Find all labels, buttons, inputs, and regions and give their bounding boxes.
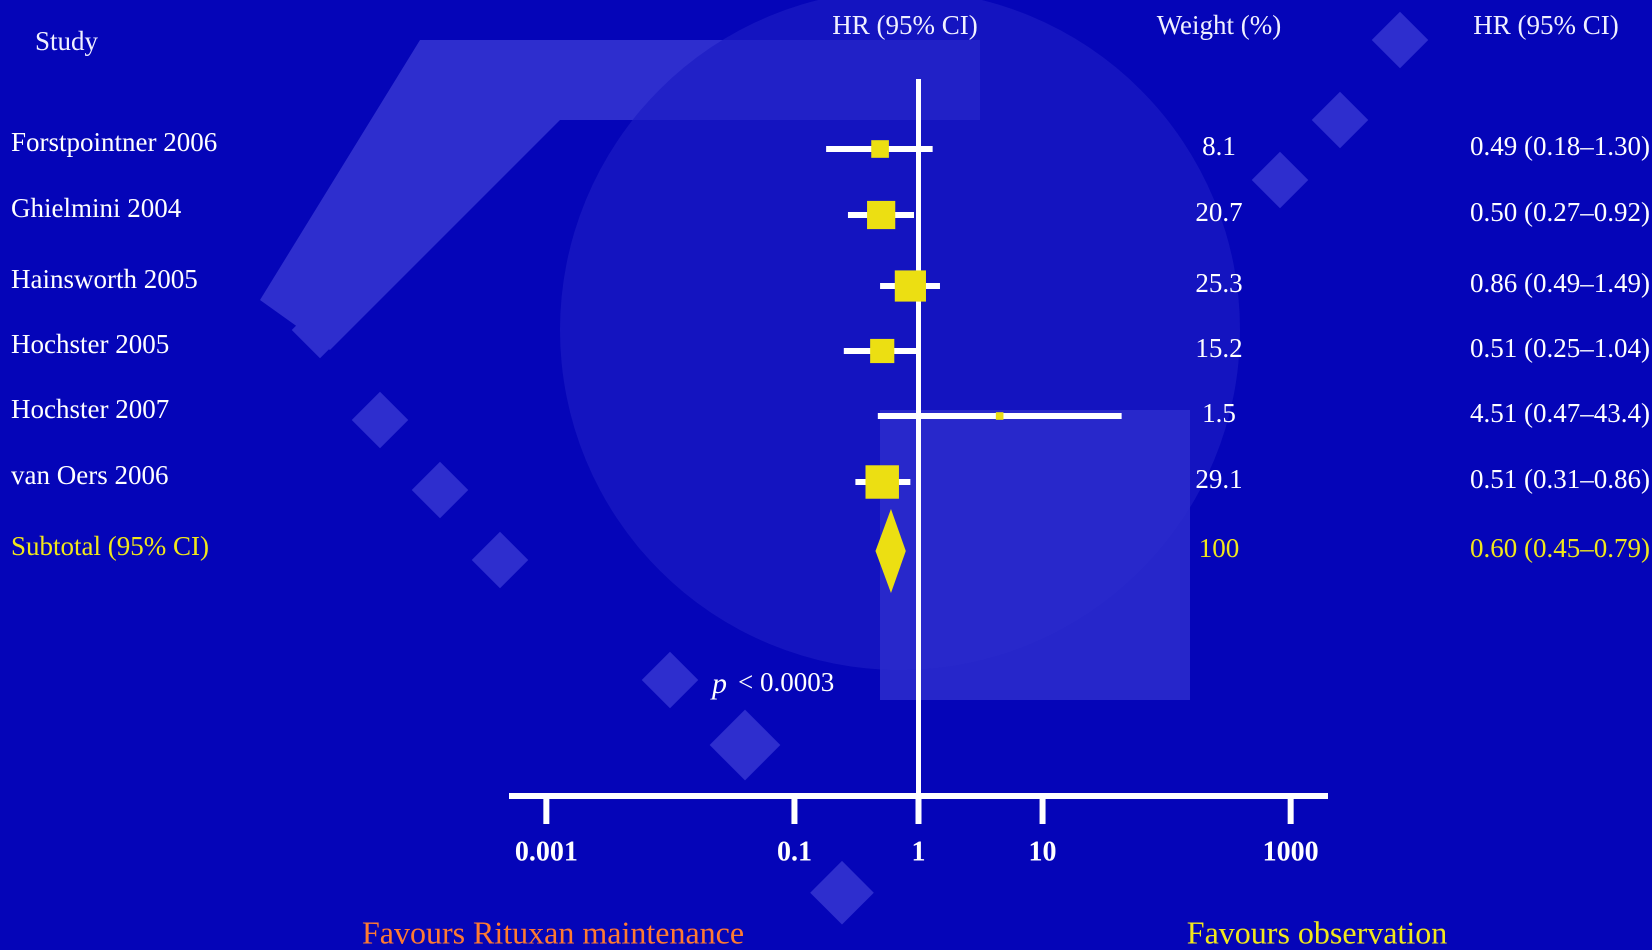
p-value: < 0.0003 (738, 667, 834, 697)
study-name: van Oers 2006 (11, 460, 168, 490)
study-name: Forstpointner 2006 (11, 127, 217, 157)
favours-left: Favours Rituxan maintenance (362, 914, 744, 950)
weight-value: 1.5 (1202, 398, 1236, 428)
background-decoration (260, 0, 1428, 925)
study-name: Ghielmini 2004 (11, 193, 182, 223)
page: {"chart_data": { "type": "forest", "head… (0, 0, 1652, 950)
header-hr-plot: HR (95% CI) (832, 10, 977, 40)
hr-label: 0.86 (0.49–1.49) (1470, 268, 1650, 298)
study-name: Hochster 2007 (11, 394, 169, 424)
subtotal-hr-label: 0.60 (0.45–0.79) (1470, 533, 1650, 563)
chart: Study HR (95% CI) Weight (%) HR (95% CI)… (0, 0, 1652, 950)
hr-label: 0.50 (0.27–0.92) (1470, 197, 1650, 227)
weight-value: 29.1 (1195, 464, 1242, 494)
x-tick-label: 0.001 (515, 836, 578, 867)
weight-value: 25.3 (1195, 268, 1242, 298)
header-hr-text: HR (95% CI) (1473, 10, 1618, 40)
hr-label: 0.49 (0.18–1.30) (1470, 131, 1650, 161)
hr-marker (871, 140, 889, 158)
study-name: Hochster 2005 (11, 329, 169, 359)
hr-label: 0.51 (0.25–1.04) (1470, 333, 1650, 363)
study-name: Hainsworth 2005 (11, 264, 198, 294)
header-weight: Weight (%) (1157, 10, 1282, 40)
hr-label: 4.51 (0.47–43.4) (1470, 398, 1650, 428)
p-symbol: p (710, 667, 727, 700)
hr-marker (867, 201, 895, 229)
weight-value: 8.1 (1202, 131, 1236, 161)
hr-marker (866, 465, 899, 498)
hr-marker (996, 412, 1004, 420)
hr-marker (895, 270, 926, 301)
weight-value: 20.7 (1195, 197, 1242, 227)
weight-value: 15.2 (1195, 333, 1242, 363)
x-tick-label: 1000 (1263, 836, 1319, 867)
hr-marker (870, 339, 894, 363)
x-tick-label: 10 (1029, 836, 1057, 867)
subtotal-weight: 100 (1199, 533, 1240, 563)
x-tick-label: 1 (912, 836, 926, 867)
x-tick-label: 0.1 (777, 836, 812, 867)
header-study: Study (35, 26, 99, 56)
hr-label: 0.51 (0.31–0.86) (1470, 464, 1650, 494)
favours-right: Favours observation (1187, 914, 1447, 950)
subtotal-name: Subtotal (95% CI) (11, 531, 209, 561)
